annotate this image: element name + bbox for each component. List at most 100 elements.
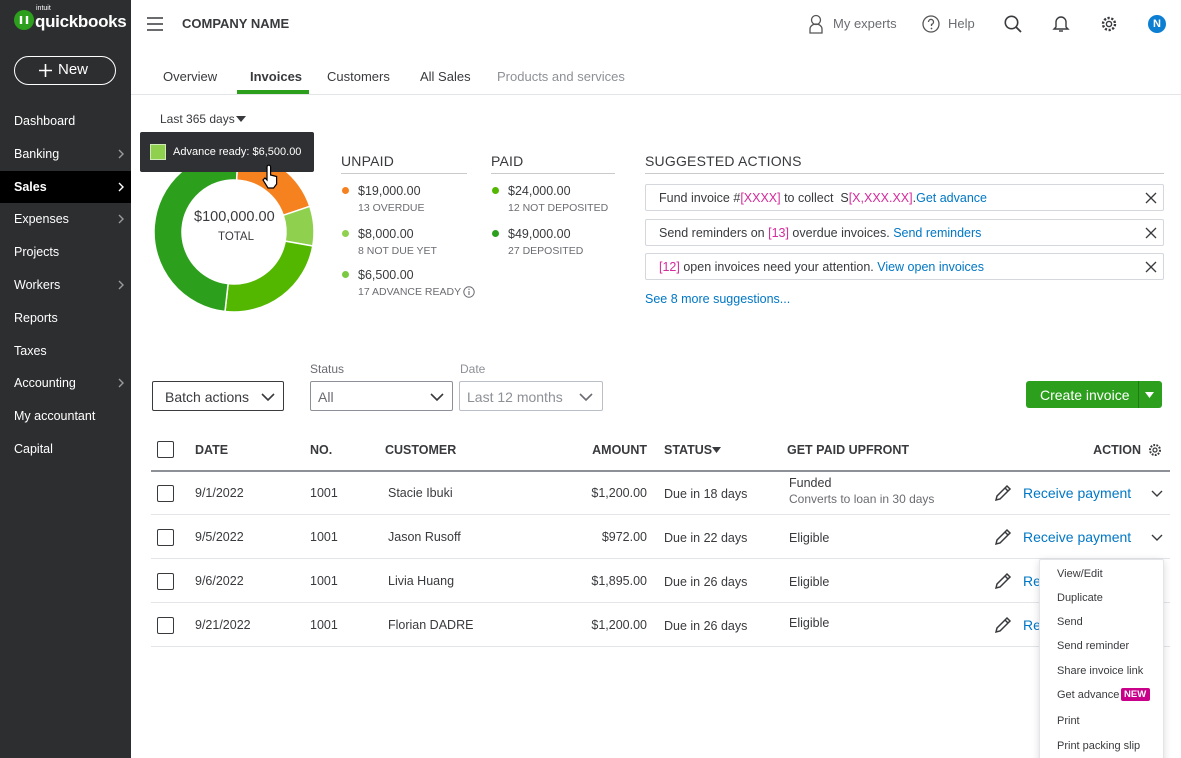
menu-item[interactable]: View/Edit bbox=[1057, 568, 1103, 580]
suggestion-link[interactable]: Get advance bbox=[916, 191, 987, 205]
suggestion-text: Send reminders on [13] overdue invoices.… bbox=[659, 225, 981, 241]
tab[interactable]: Overview bbox=[163, 69, 218, 84]
menu-item[interactable]: Print bbox=[1057, 715, 1080, 727]
nav-label[interactable]: Capital bbox=[14, 442, 53, 456]
more-suggestions[interactable]: See 8 more suggestions... bbox=[645, 292, 791, 306]
menu-item[interactable]: Send bbox=[1057, 616, 1083, 628]
my-experts[interactable]: My experts bbox=[833, 16, 897, 31]
nav-label[interactable]: Accounting bbox=[14, 376, 76, 391]
nav-item[interactable]: Dashboard bbox=[0, 105, 131, 137]
search-icon[interactable] bbox=[1004, 15, 1022, 33]
menu-icon[interactable] bbox=[147, 17, 163, 31]
nav-label[interactable]: Taxes bbox=[14, 343, 47, 358]
create-invoice[interactable]: Create invoice bbox=[1026, 381, 1162, 408]
receive-payment[interactable]: Receive payment bbox=[1023, 485, 1132, 501]
cell-date: 9/6/2022 bbox=[195, 574, 244, 588]
help[interactable]: Help bbox=[948, 16, 975, 31]
period-select[interactable]: Last 365 days bbox=[160, 112, 235, 126]
suggestion-part: [XXXX] bbox=[740, 191, 781, 205]
nav-item[interactable]: Accounting bbox=[0, 367, 131, 399]
nav-label[interactable]: Banking bbox=[14, 146, 60, 161]
settings-icon[interactable] bbox=[1100, 15, 1118, 33]
tab[interactable]: Customers bbox=[327, 69, 390, 84]
suggestion-link[interactable]: Send reminders bbox=[893, 225, 982, 240]
bell-icon[interactable] bbox=[1052, 14, 1070, 33]
checkbox[interactable] bbox=[157, 529, 174, 546]
column-header: AMOUNT bbox=[592, 443, 647, 457]
suggestion-part: Send reminders on bbox=[659, 225, 769, 240]
legend-dot bbox=[342, 187, 349, 194]
menu-item[interactable]: Share invoice link bbox=[1057, 665, 1144, 677]
nav-label[interactable]: My accountant bbox=[14, 409, 96, 424]
nav-item[interactable]: Taxes bbox=[0, 335, 131, 367]
close-icon[interactable] bbox=[1145, 192, 1157, 204]
batch-actions[interactable]: Batch actions bbox=[152, 381, 284, 411]
nav-item[interactable]: Workers bbox=[0, 269, 131, 301]
menu-item[interactable]: Send reminder bbox=[1057, 640, 1130, 652]
nav-item[interactable]: Reports bbox=[0, 302, 131, 334]
action-menu: View/Edit Duplicate Send Send reminder Share… bbox=[1039, 559, 1164, 758]
cell-upfront-note: Converts to loan in 30 days bbox=[789, 492, 935, 506]
column-header[interactable]: STATUS bbox=[664, 443, 713, 457]
legend-amount: $8,000.00 bbox=[358, 227, 414, 241]
tab[interactable]: Products and services bbox=[497, 69, 625, 84]
donut-segment[interactable] bbox=[224, 240, 314, 313]
nav-label[interactable]: Reports bbox=[14, 310, 58, 325]
suggestion-part: open invoices need your attention. bbox=[679, 260, 878, 274]
checkbox[interactable] bbox=[157, 485, 174, 502]
row-chevron[interactable] bbox=[1151, 534, 1163, 542]
nav-item[interactable]: Expenses bbox=[0, 203, 131, 235]
checkbox[interactable] bbox=[157, 573, 174, 590]
filter-label: Date bbox=[460, 362, 486, 376]
nav-item[interactable]: Capital bbox=[0, 433, 131, 465]
nav-item[interactable]: My accountant bbox=[0, 400, 131, 432]
row-rule bbox=[151, 558, 1170, 559]
date-value: Last 12 months bbox=[467, 389, 563, 405]
nav-label[interactable]: Expenses bbox=[14, 212, 69, 227]
tab[interactable]: Invoices bbox=[250, 69, 303, 84]
nav-label[interactable]: Sales bbox=[14, 179, 47, 194]
new-button[interactable]: New bbox=[14, 56, 116, 85]
menu-item[interactable]: Get advance bbox=[1057, 689, 1120, 701]
section-title: PAID bbox=[491, 153, 524, 169]
receive-payment[interactable]: Receive payment bbox=[1023, 529, 1132, 545]
nav-item[interactable]: Banking bbox=[0, 138, 131, 170]
edit-icon[interactable] bbox=[994, 484, 1012, 502]
avatar[interactable]: N bbox=[1148, 15, 1166, 33]
edit-icon[interactable] bbox=[994, 616, 1012, 634]
legend-note: 8 NOT DUE YET bbox=[358, 245, 437, 257]
nav-label[interactable]: Projects bbox=[14, 245, 60, 260]
cell-customer: Jason Rusoff bbox=[388, 530, 461, 544]
date-select[interactable]: Last 12 months bbox=[459, 381, 603, 411]
close-icon[interactable] bbox=[1145, 261, 1157, 273]
nav-item[interactable]: Projects bbox=[0, 236, 131, 268]
new-label[interactable]: New bbox=[58, 61, 89, 78]
tab[interactable]: All Sales bbox=[420, 69, 471, 84]
create-label[interactable]: Create invoice bbox=[1040, 387, 1130, 403]
cell-date: 9/1/2022 bbox=[195, 486, 244, 500]
nav-label[interactable]: Workers bbox=[14, 278, 61, 292]
suggestion-text: [12] open invoices need your attention. … bbox=[659, 259, 984, 275]
suggestion-text: Fund invoice #[XXXX] to collect S[X,XXX.… bbox=[659, 190, 987, 206]
legend-dot bbox=[492, 230, 499, 237]
edit-icon[interactable] bbox=[994, 572, 1012, 590]
nav-label[interactable]: Dashboard bbox=[14, 114, 76, 128]
close-icon[interactable] bbox=[1145, 227, 1157, 238]
cell-customer: Stacie Ibuki bbox=[388, 486, 453, 500]
checkbox[interactable] bbox=[157, 441, 174, 458]
suggestion-link[interactable]: View open invoices bbox=[877, 260, 984, 274]
cell-upfront: Eligible bbox=[789, 575, 830, 589]
nav-item[interactable]: Sales bbox=[0, 170, 131, 203]
nav-arrow bbox=[118, 149, 124, 159]
section-title: SUGGESTED ACTIONS bbox=[645, 153, 802, 169]
row-chevron[interactable] bbox=[1151, 490, 1163, 498]
tab-underline bbox=[237, 90, 309, 94]
status-select[interactable]: All bbox=[310, 381, 453, 411]
menu-item[interactable]: Duplicate bbox=[1057, 592, 1103, 604]
settings-icon[interactable] bbox=[1148, 443, 1162, 457]
nav-arrow bbox=[118, 378, 124, 388]
edit-icon[interactable] bbox=[994, 528, 1012, 546]
menu-item[interactable]: Print packing slip bbox=[1057, 740, 1141, 752]
checkbox[interactable] bbox=[157, 617, 174, 634]
